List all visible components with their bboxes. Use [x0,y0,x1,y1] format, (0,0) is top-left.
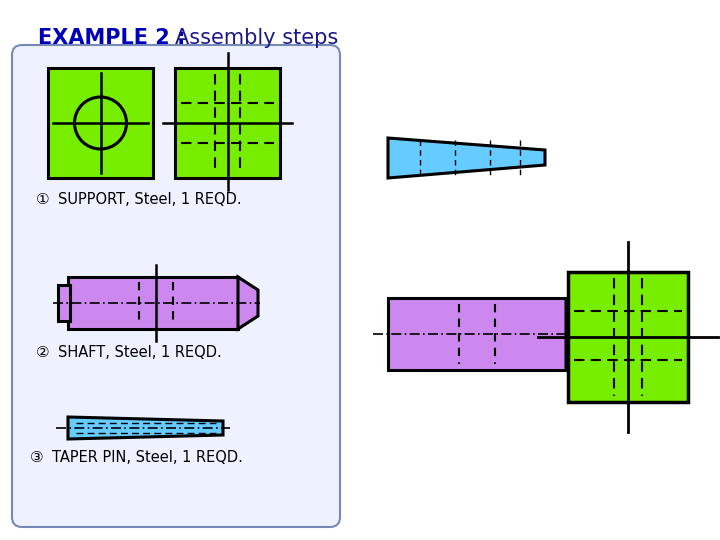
Bar [175,68,280,178]
Text: ①: ① [36,192,50,207]
Text: EXAMPLE 2 :: EXAMPLE 2 : [38,28,193,48]
Text: TAPER PIN, Steel, 1 REQD.: TAPER PIN, Steel, 1 REQD. [52,450,243,465]
FancyBboxPatch shape [12,45,340,527]
Polygon shape [566,302,588,366]
Text: ②: ② [36,345,50,360]
Bar [68,277,238,329]
Bar [388,298,566,370]
Text: SUPPORT, Steel, 1 REQD.: SUPPORT, Steel, 1 REQD. [58,192,242,207]
Circle shape [74,97,127,149]
Text: SHAFT, Steel, 1 REQD.: SHAFT, Steel, 1 REQD. [58,345,222,360]
Text: ③: ③ [30,450,44,465]
Bar [48,68,153,178]
Polygon shape [388,138,545,178]
Bar [58,285,70,321]
Text: Assembly steps: Assembly steps [175,28,338,48]
Polygon shape [68,417,223,439]
Polygon shape [238,277,258,329]
Bar [568,272,688,402]
